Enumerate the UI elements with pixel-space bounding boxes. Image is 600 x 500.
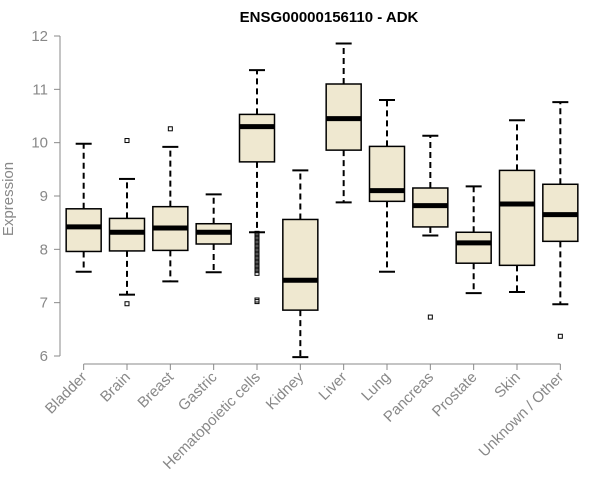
- outlier-point: [254, 252, 260, 258]
- x-tick-label: Prostate: [429, 369, 481, 421]
- outlier-point: [254, 268, 260, 274]
- x-tick-label: Brain: [97, 369, 134, 406]
- y-tick-label: 9: [40, 188, 48, 205]
- box-lung: [368, 99, 406, 273]
- x-tick-label: Skin: [491, 369, 524, 402]
- outlier-point: [254, 238, 260, 244]
- iqr-box: [65, 208, 102, 253]
- outlier-point: [124, 138, 130, 144]
- outlier-point: [254, 262, 260, 268]
- y-tick-label: 6: [40, 348, 48, 365]
- outlier-point: [254, 265, 260, 271]
- x-tick-label: Kidney: [263, 368, 308, 413]
- outlier-point: [254, 241, 260, 247]
- iqr-box: [455, 231, 492, 264]
- box-prostate: [455, 185, 492, 295]
- iqr-box: [498, 169, 536, 267]
- box-skin: [498, 119, 536, 293]
- outlier-point: [254, 236, 260, 242]
- box-breast: [152, 126, 189, 283]
- y-tick-label: 10: [31, 135, 48, 152]
- outlier-point: [254, 257, 260, 263]
- box-series: [65, 42, 579, 359]
- outlier-point: [427, 314, 433, 320]
- iqr-box: [282, 218, 319, 311]
- chart-title: ENSG00000156110 - ADK: [240, 9, 419, 26]
- box-brain: [108, 138, 146, 307]
- outlier-point: [254, 246, 260, 252]
- x-tick-label: Liver: [315, 369, 350, 404]
- outlier-point: [254, 254, 260, 260]
- outlier-point: [254, 244, 260, 250]
- y-axis: 6 7 8 9 10 11 12: [31, 28, 61, 365]
- outlier-point: [124, 301, 130, 307]
- outlier-point: [254, 260, 260, 266]
- iqr-box: [238, 113, 276, 163]
- outlier-point: [254, 233, 260, 239]
- outlier-point: [167, 126, 173, 132]
- y-axis-label: Expression: [0, 162, 17, 236]
- box-hematopoietic-cells: [238, 69, 276, 305]
- x-tick-label: Lung: [358, 369, 394, 405]
- outlier-point: [254, 249, 260, 255]
- outlier-point: [254, 230, 260, 236]
- x-tick-label: Breast: [134, 368, 177, 411]
- box-kidney: [282, 169, 319, 359]
- box-bladder: [65, 142, 102, 273]
- outlier-point: [557, 333, 563, 339]
- y-tick-label: 8: [40, 241, 48, 258]
- box-pancreas: [412, 134, 449, 320]
- box-liver: [325, 42, 362, 204]
- outlier-point: [254, 270, 260, 276]
- box-unknown-other: [542, 101, 579, 339]
- y-tick-label: 7: [40, 295, 48, 312]
- box-gastric: [195, 193, 232, 274]
- outlier-point: [254, 299, 260, 305]
- y-tick-label: 11: [32, 81, 48, 98]
- x-tick-label: Bladder: [42, 369, 91, 418]
- y-tick-label: 12: [31, 28, 48, 45]
